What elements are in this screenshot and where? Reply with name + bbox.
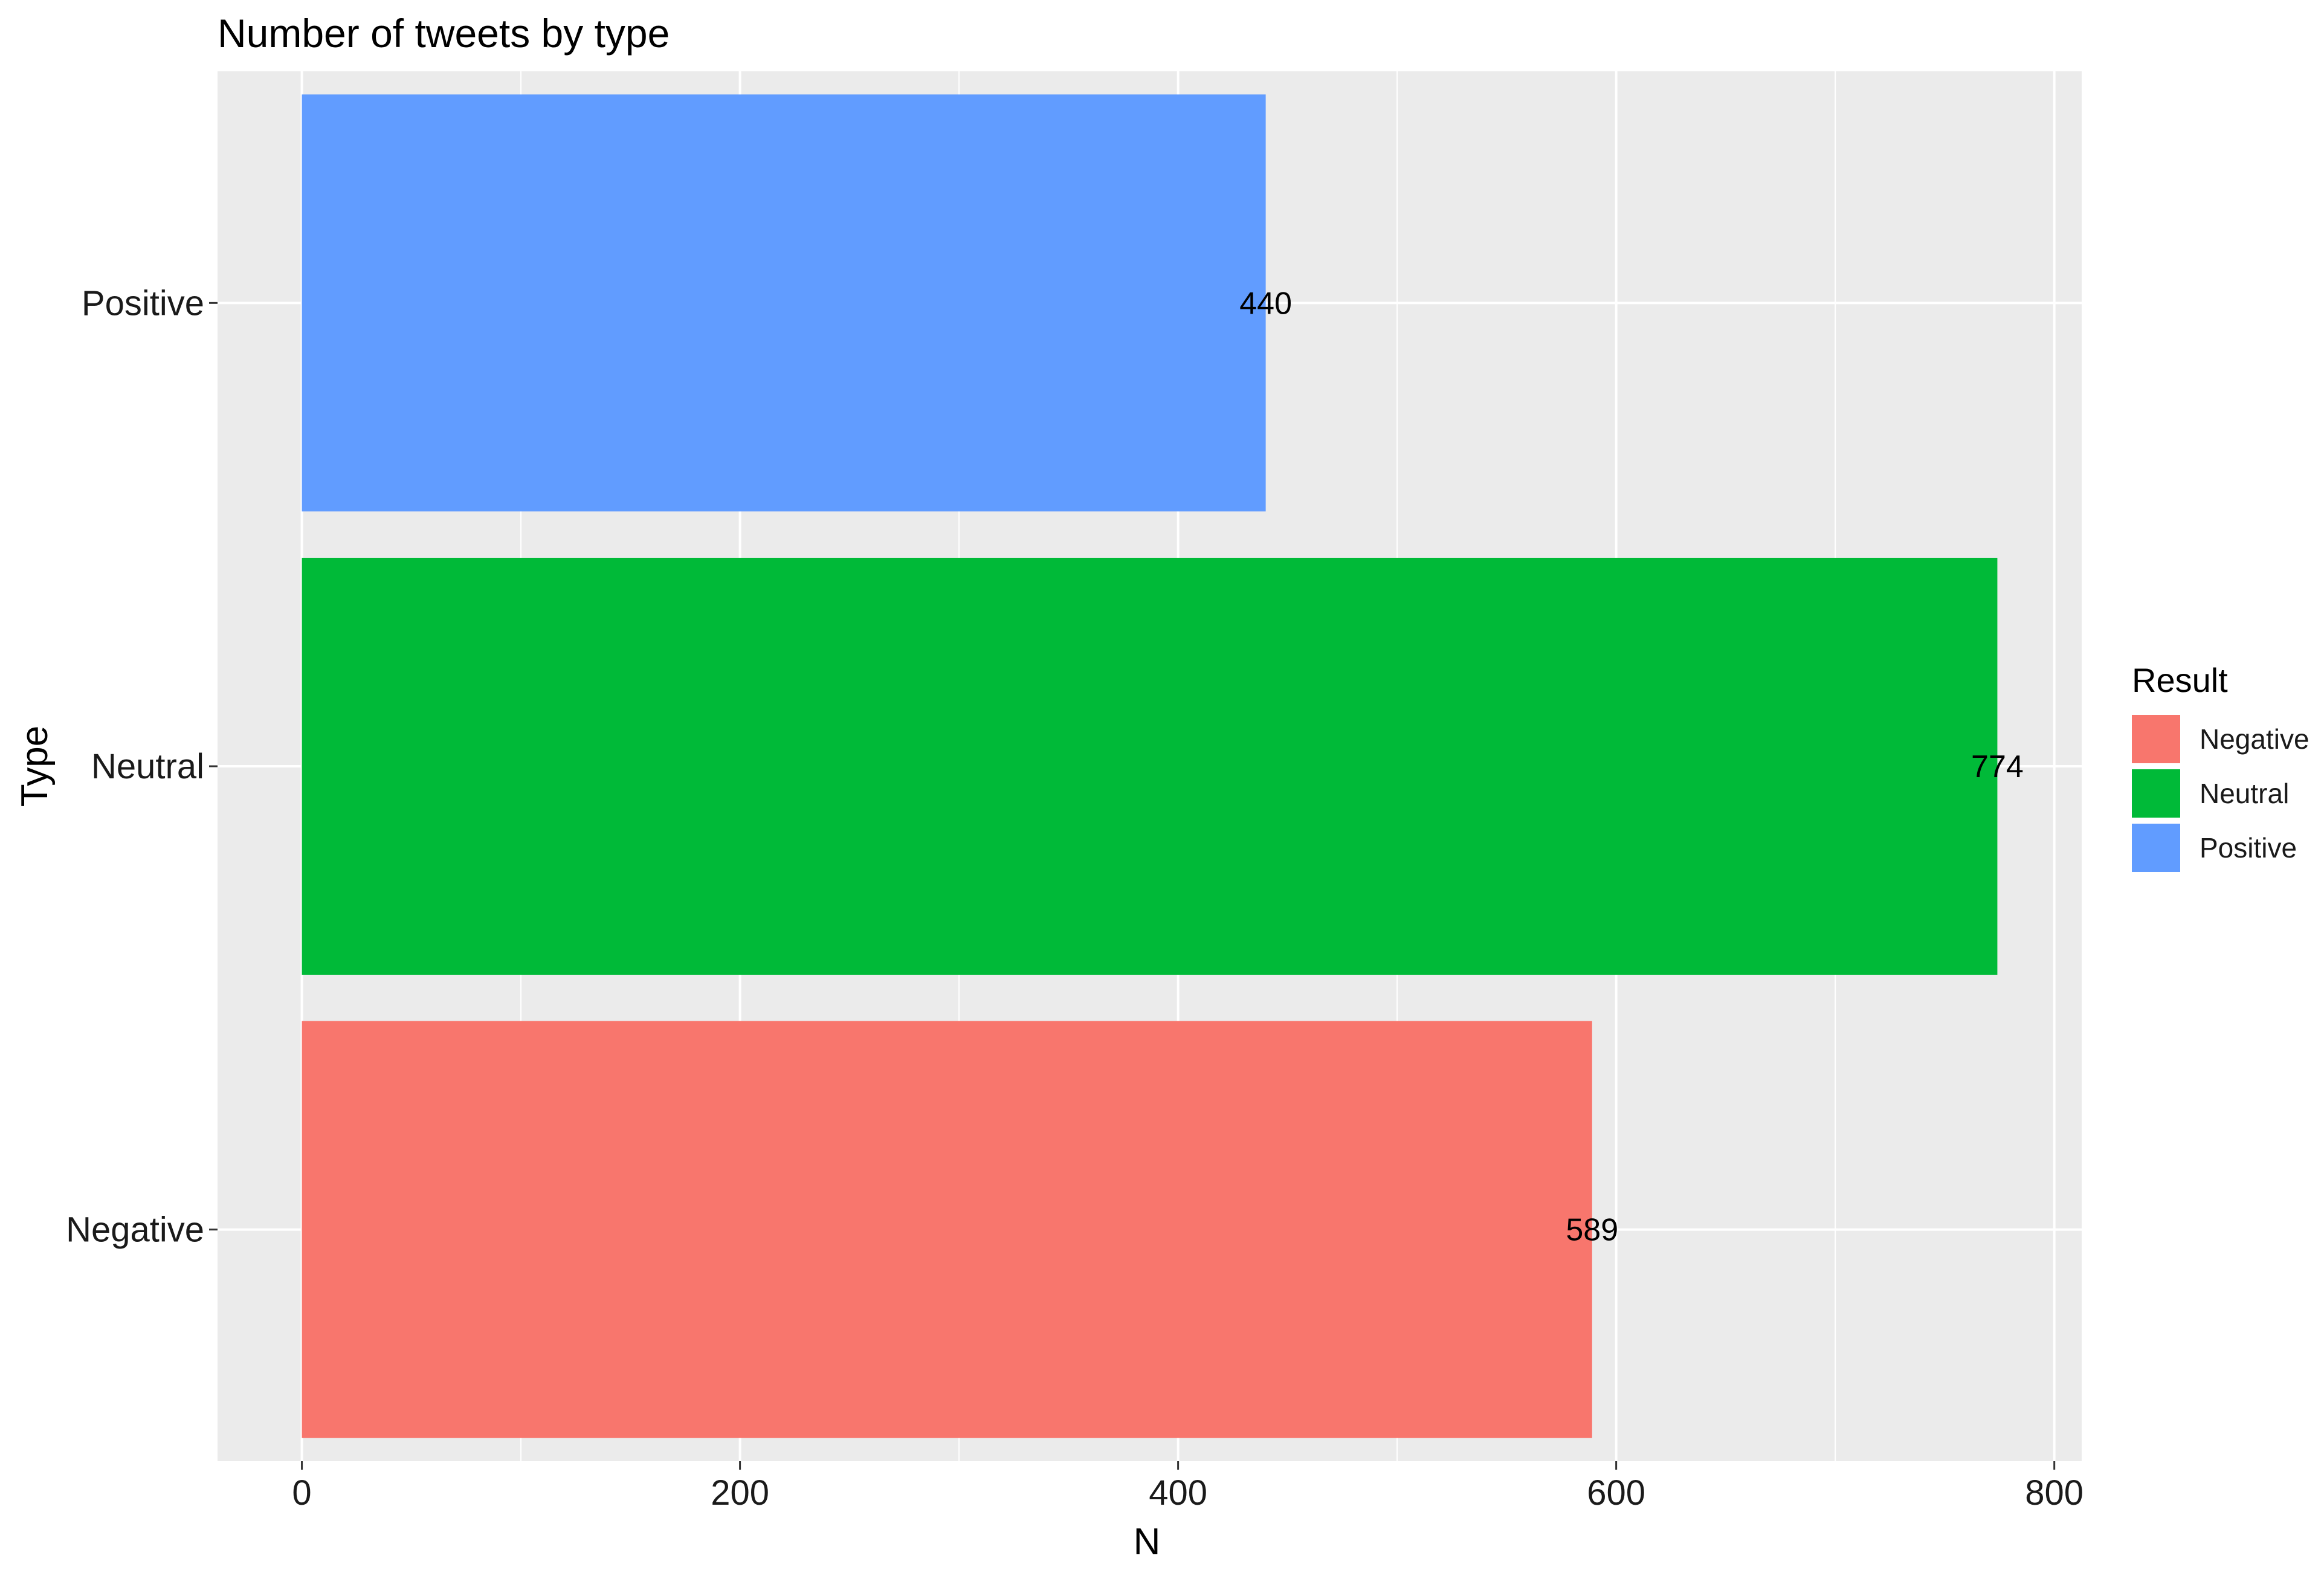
legend-key-neutral — [2132, 769, 2180, 818]
legend-key-positive — [2132, 824, 2180, 872]
legend-label-negative: Negative — [2200, 723, 2309, 755]
legend-title: Result — [2132, 661, 2228, 699]
x-tick-label: 600 — [1587, 1473, 1645, 1513]
x-tick-label: 0 — [292, 1473, 311, 1513]
data-label-negative: 589 — [1566, 1213, 1618, 1248]
x-tick-label: 200 — [711, 1473, 769, 1513]
axes: 0 200 400 600 800 Negative Neutral Positive — [66, 283, 2084, 1513]
x-axis-title: N — [1134, 1521, 1161, 1563]
x-tick-label: 400 — [1149, 1473, 1207, 1513]
x-tick-label: 800 — [2025, 1473, 2084, 1513]
legend-key-negative — [2132, 715, 2180, 763]
data-label-positive: 440 — [1239, 286, 1292, 321]
chart-title: Number of tweets by type — [218, 11, 670, 56]
data-label-neutral: 774 — [1971, 749, 2024, 784]
bar-positive — [302, 94, 1266, 512]
data-labels: 589 774 440 — [1239, 286, 2024, 1247]
bar-neutral — [302, 558, 1998, 975]
y-tick-label-neutral: Neutral — [91, 747, 204, 786]
y-axis-title: Type — [14, 726, 56, 807]
bars — [302, 94, 1998, 1438]
y-tick-label-positive: Positive — [82, 283, 204, 323]
y-tick-label-negative: Negative — [66, 1210, 204, 1250]
legend: Result Negative Neutral Positive — [2132, 661, 2309, 872]
legend-label-neutral: Neutral — [2200, 778, 2289, 809]
legend-label-positive: Positive — [2200, 832, 2297, 864]
bar-negative — [302, 1021, 1592, 1438]
